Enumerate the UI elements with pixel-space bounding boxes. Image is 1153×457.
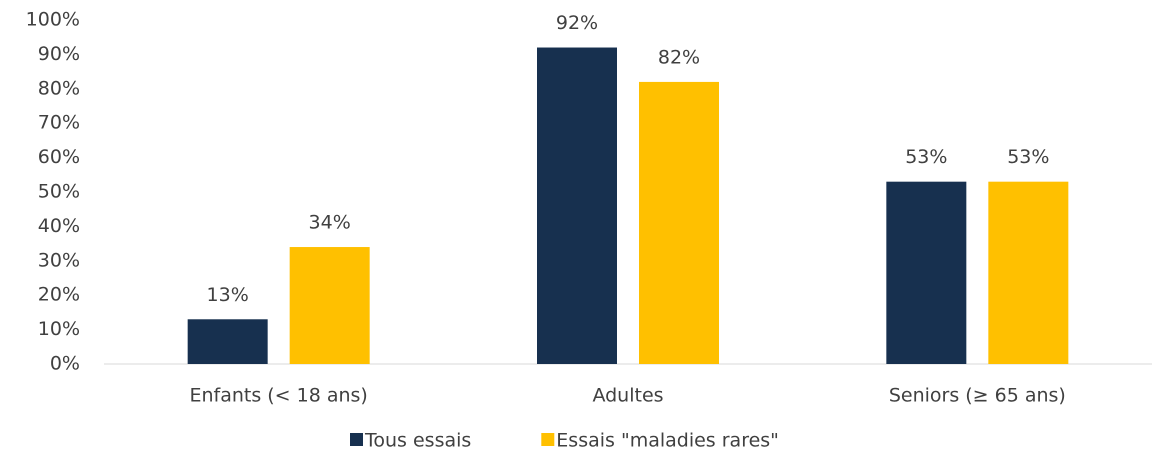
x-tick-label: Seniors (≥ 65 ans) — [889, 385, 1066, 407]
y-tick-label: 100% — [26, 9, 80, 31]
value-label: 53% — [1007, 146, 1049, 168]
y-tick-label: 90% — [38, 43, 80, 65]
legend-label: Essais "maladies rares" — [556, 430, 779, 452]
value-label: 34% — [309, 212, 351, 234]
bar — [537, 47, 617, 365]
y-tick-label: 10% — [38, 318, 80, 340]
y-tick-label: 40% — [38, 215, 80, 237]
y-tick-label: 0% — [50, 353, 80, 375]
bar — [289, 247, 370, 364]
y-tick-label: 70% — [38, 112, 80, 134]
legend-swatch — [541, 433, 555, 446]
bar — [639, 81, 719, 365]
y-tick-label: 50% — [38, 181, 80, 203]
y-tick-label: 60% — [38, 146, 80, 168]
y-tick-label: 30% — [38, 249, 80, 271]
value-label: 13% — [207, 284, 249, 306]
x-tick-label: Adultes — [592, 385, 663, 407]
value-label: 92% — [556, 12, 598, 34]
bar — [886, 181, 967, 364]
x-tick-label: Enfants (< 18 ans) — [189, 385, 367, 407]
legend-swatch — [350, 433, 363, 446]
y-tick-label: 20% — [38, 284, 80, 306]
bar — [988, 181, 1069, 364]
bar — [187, 319, 268, 364]
value-label: 53% — [905, 146, 947, 168]
y-tick-label: 80% — [38, 77, 80, 99]
value-label: 82% — [658, 46, 700, 68]
legend-label: Tous essais — [364, 430, 471, 452]
